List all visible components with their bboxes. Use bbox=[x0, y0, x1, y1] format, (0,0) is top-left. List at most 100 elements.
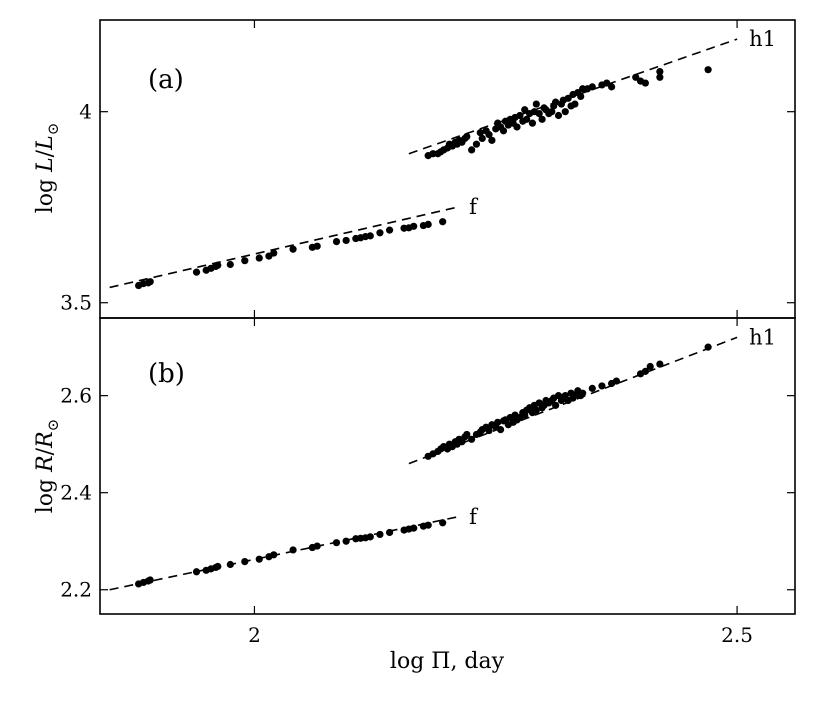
panel-a-point-h1-19 bbox=[485, 131, 493, 139]
panel-b-point-f-23 bbox=[376, 530, 384, 539]
panel-b-point-h1-66 bbox=[704, 343, 712, 351]
panel-a-point-f-17 bbox=[332, 237, 341, 246]
panel-b-point-f-4 bbox=[192, 568, 201, 576]
panel-a-point-h1-56 bbox=[577, 92, 585, 101]
panel-b-point-h1-14 bbox=[468, 435, 476, 443]
panel-a-point-f-9 bbox=[226, 260, 234, 269]
panel-a-point-h1-51 bbox=[564, 94, 572, 102]
panel-a-point-f-4 bbox=[192, 268, 201, 276]
panel-b-ylabel: log R/R⊙ bbox=[33, 419, 62, 514]
panel-a-ytick-label-0: 3.5 bbox=[60, 291, 92, 315]
panel-b-point-f-29 bbox=[424, 521, 432, 529]
panel-b-label: (b) bbox=[148, 359, 185, 389]
panel-b-ytick-label-1: 2.4 bbox=[60, 481, 92, 505]
panel-a-point-h1-13 bbox=[463, 132, 471, 141]
panel-a-ytick-label-1: 4 bbox=[79, 100, 92, 124]
panel-a-frame bbox=[99, 19, 796, 319]
panel-b-point-h1-13 bbox=[463, 430, 471, 439]
panel-a-fit-label-h1: h1 bbox=[749, 27, 776, 51]
panel-a-point-h1-38 bbox=[532, 100, 540, 108]
panel-a-point-h1-66 bbox=[656, 73, 664, 81]
panel-b-point-h1-22 bbox=[494, 418, 502, 426]
panel-a-point-h1-30 bbox=[513, 123, 521, 131]
panel-a-point-h1-17 bbox=[478, 134, 486, 143]
panel-b: (b) log R/R⊙ log Π, day 2.2 2.4 2.6 2 2.5 f h… bbox=[33, 317, 796, 674]
xtick-label-1: 2.5 bbox=[721, 623, 753, 647]
panel-b-point-h1-58 bbox=[588, 384, 596, 392]
panel-a-point-f-16 bbox=[313, 242, 321, 250]
panel-b-points bbox=[135, 343, 712, 588]
panel-a-point-f-8 bbox=[214, 261, 222, 269]
panel-a-point-f-23 bbox=[376, 229, 384, 237]
panel-a-point-h1-34 bbox=[523, 115, 531, 123]
xtick-label-0: 2 bbox=[248, 623, 261, 647]
panel-a-point-h1-24 bbox=[499, 127, 508, 135]
panel-a-point-h1-20 bbox=[488, 136, 496, 144]
panel-a-point-h1-36 bbox=[528, 119, 537, 127]
x-axis-label: log Π, day bbox=[390, 649, 505, 674]
panel-a-point-f-18 bbox=[342, 236, 350, 245]
panel-a-point-f-11 bbox=[255, 254, 263, 262]
panel-b-point-h1-63 bbox=[641, 367, 649, 375]
panel-b-point-h1-38 bbox=[532, 406, 540, 414]
panel-a-label: (a) bbox=[148, 65, 184, 95]
panel-a-point-h1-67 bbox=[656, 67, 664, 76]
panel-a-ylabel: log L/L⊙ bbox=[33, 123, 62, 214]
panel-b-point-f-27 bbox=[410, 524, 418, 532]
panel-a-fit-label-f: f bbox=[469, 195, 479, 219]
panel-a-point-h1-47 bbox=[554, 111, 563, 120]
panel-b-point-h1-64 bbox=[646, 362, 654, 371]
panel-a-point-h1-63 bbox=[632, 73, 640, 81]
panel-a-point-f-24 bbox=[385, 226, 394, 234]
panel-b-fits: f h1 bbox=[109, 325, 776, 591]
panel-a-point-f-29 bbox=[424, 220, 432, 228]
panel-a-point-f-3 bbox=[146, 278, 154, 286]
panel-b-point-f-30 bbox=[439, 519, 447, 527]
panel-a-point-h1-33 bbox=[521, 106, 529, 114]
panel-b-point-h1-23 bbox=[496, 426, 505, 434]
panel-a-point-h1-61 bbox=[603, 79, 611, 87]
panel-a-ticks: 3.54 bbox=[60, 20, 795, 318]
panel-b-fit-label-f: f bbox=[469, 505, 479, 529]
panel-a-point-f-13 bbox=[270, 249, 278, 257]
panel-b-point-f-24 bbox=[385, 528, 394, 537]
panel-b-point-f-18 bbox=[342, 537, 350, 545]
panel-a-point-f-30 bbox=[439, 218, 447, 226]
panel-a-points bbox=[135, 66, 712, 290]
panel-a-point-h1-44 bbox=[548, 108, 556, 116]
panel-b-point-h1-57 bbox=[579, 389, 587, 397]
panel-b-point-h1-61 bbox=[612, 377, 621, 385]
panel-a-fits: f h1 bbox=[109, 27, 776, 289]
panel-a-point-h1-40 bbox=[538, 115, 546, 123]
panel-b-point-f-9 bbox=[226, 560, 234, 569]
panel-b-ytick-label-2: 2.6 bbox=[60, 384, 92, 408]
panel-b-point-f-8 bbox=[214, 562, 222, 571]
panel-a-point-h1-68 bbox=[704, 66, 712, 74]
panel-a-point-f-27 bbox=[410, 222, 418, 230]
panel-a-point-h1-14 bbox=[468, 146, 476, 154]
panel-b-fit-label-h1: h1 bbox=[749, 325, 776, 349]
panel-a-point-h1-59 bbox=[588, 83, 596, 91]
panel-a-point-f-10 bbox=[241, 257, 249, 265]
panel-b-fit-line-h1 bbox=[408, 336, 738, 465]
panel-a-point-h1-62 bbox=[607, 83, 616, 91]
panel-b-point-h1-19 bbox=[485, 426, 493, 435]
panel-b-point-f-16 bbox=[313, 542, 321, 550]
panel-a-point-h1-16 bbox=[476, 129, 484, 137]
panel-b-point-f-3 bbox=[146, 576, 154, 584]
panel-b-point-f-17 bbox=[332, 539, 341, 547]
panel-b-point-f-10 bbox=[241, 557, 249, 566]
panel-a-fit-line-f bbox=[109, 206, 458, 289]
panel-a-point-f-14 bbox=[289, 245, 297, 253]
panel-a: (a) log L/L⊙ 3.54 fh1 bbox=[33, 19, 796, 319]
panel-a-point-h1-50 bbox=[561, 108, 569, 116]
panel-b-point-h1-46 bbox=[552, 401, 560, 409]
panel-a-point-h1-54 bbox=[571, 100, 579, 108]
panel-b-point-f-22 bbox=[366, 533, 374, 541]
panel-a-point-h1-65 bbox=[641, 79, 649, 87]
panel-b-point-f-11 bbox=[255, 555, 263, 563]
panel-b-point-f-13 bbox=[270, 551, 278, 559]
panel-b-frame bbox=[99, 317, 796, 615]
panel-b-ytick-label-0: 2.2 bbox=[60, 578, 92, 602]
